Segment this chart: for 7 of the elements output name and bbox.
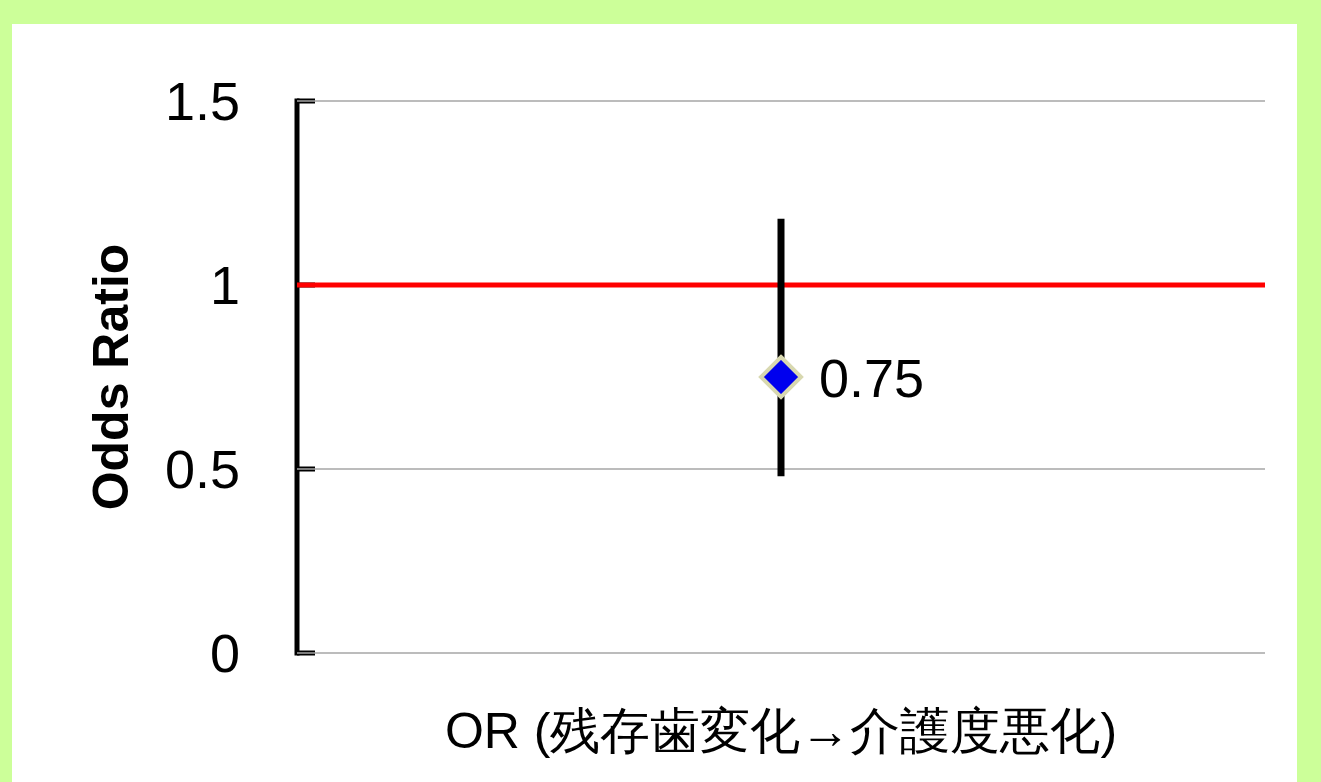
x-axis-title: OR (残存歯変化→介護度悪化): [444, 703, 1118, 759]
y-axis-title: Odds Ratio: [83, 243, 139, 511]
y-tick-label: 1: [209, 255, 240, 315]
y-tick-label: 0: [209, 623, 240, 683]
y-tick-label: 0.5: [164, 439, 240, 499]
data-label: 0.75: [819, 348, 925, 408]
y-tick-label: 1.5: [164, 71, 240, 131]
